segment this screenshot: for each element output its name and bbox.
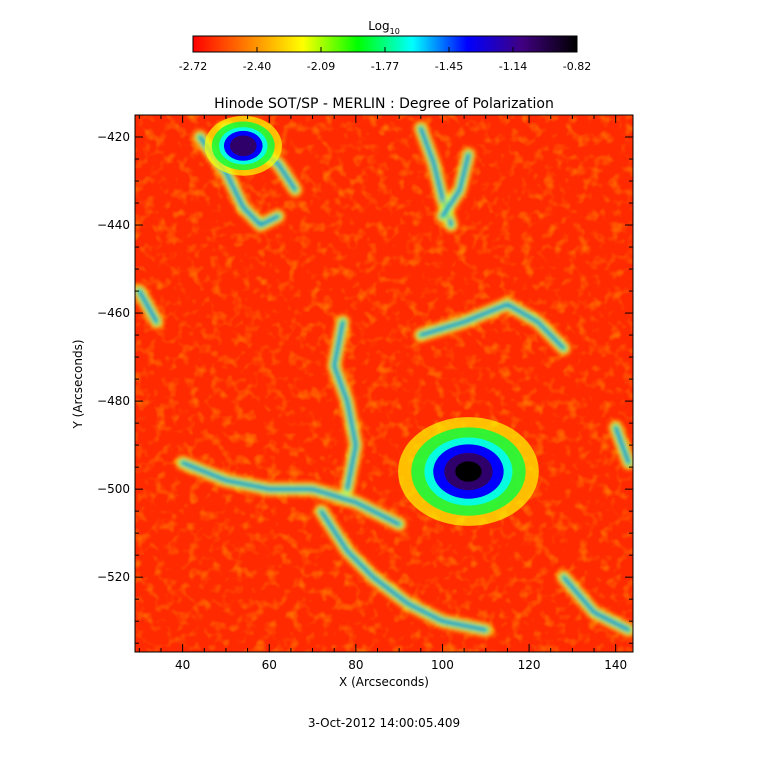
plage-ring [229,135,257,157]
colorbar-tick-label: -1.45 [435,60,463,73]
x-axis: 40 60 80 100 120 140 [138,115,627,672]
network-lane [181,461,401,526]
network-lane [614,426,631,465]
x-axis-label: X (Arcseconds) [339,675,429,689]
network-lane [419,302,566,350]
x-tick-label: 80 [348,658,363,672]
y-axis: −420 −440 −460 −480 −500 −520 [97,114,633,644]
y-tick-label: −520 [97,570,130,584]
plot-frame [134,114,634,653]
network-lane [440,153,470,218]
network-lane [137,289,159,324]
x-tick-label: 140 [604,658,627,672]
heatmap-image [135,115,633,652]
colorbar-ticks: -2.72 -2.40 -2.09 -1.77 -1.45 -1.14 -0.82 [179,47,591,73]
y-tick-label: −440 [97,218,130,232]
colorbar-tick-label: -1.14 [499,60,527,73]
timestamp: 3-Oct-2012 14:00:05.409 [308,716,460,730]
x-tick-label: 120 [518,658,541,672]
network-lane [332,320,358,491]
y-axis-label: Y (Arcseconds) [71,339,85,429]
x-tick-label: 100 [431,658,454,672]
colorbar-tick-label: -2.72 [179,60,207,73]
chart-title: Hinode SOT/SP - MERLIN : Degree of Polar… [214,96,554,112]
colorbar-label: Log10 [368,19,400,36]
colorbar-tick-label: -1.77 [371,60,399,73]
y-tick-label: −480 [97,394,130,408]
y-tick-label: −460 [97,306,130,320]
y-tick-label: −420 [97,130,130,144]
colorbar-tick-label: -2.09 [307,60,335,73]
sunspot-ring [455,461,482,482]
colorbar-tick-label: -0.82 [563,60,591,73]
colorbar-tick-label: -2.40 [243,60,271,73]
network-lane [319,509,488,632]
x-tick-label: 40 [175,658,190,672]
y-tick-label: −500 [97,482,130,496]
x-tick-label: 60 [262,658,277,672]
network-lane [562,575,631,632]
